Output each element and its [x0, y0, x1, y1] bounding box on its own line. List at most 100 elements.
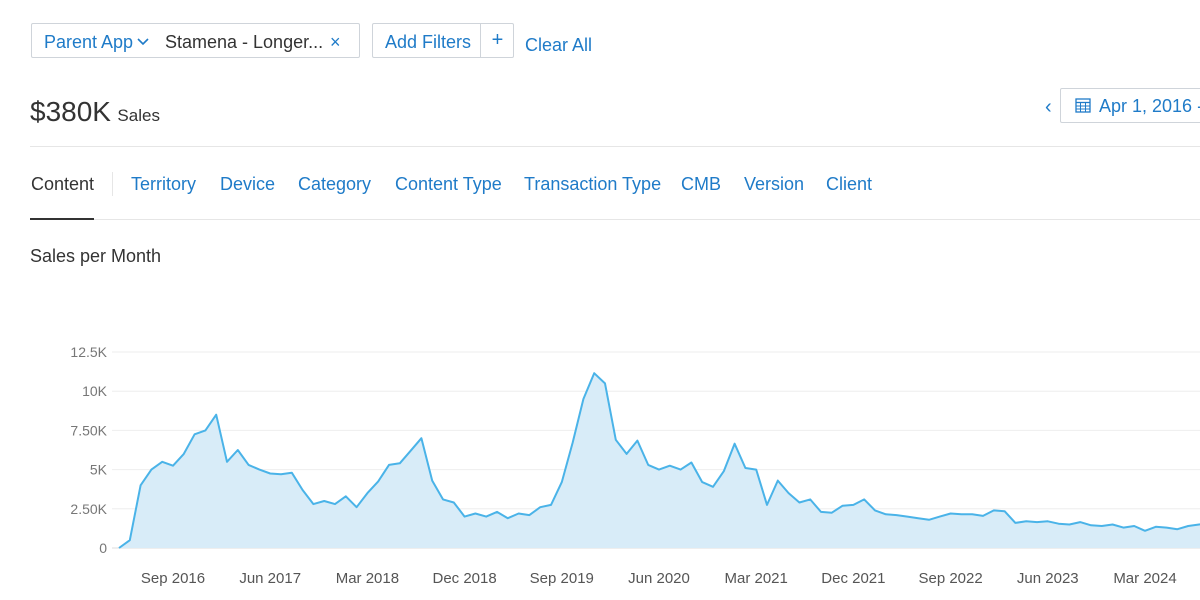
data-point[interactable] — [698, 478, 706, 486]
data-point[interactable] — [687, 459, 695, 467]
data-point[interactable] — [1033, 518, 1041, 526]
data-point[interactable] — [1152, 523, 1160, 531]
date-range-picker[interactable]: Apr 1, 2016 - — [1060, 88, 1200, 123]
data-point[interactable] — [234, 446, 242, 454]
data-point[interactable] — [752, 466, 760, 474]
data-point[interactable] — [817, 508, 825, 516]
filter-chip-key[interactable]: Parent App — [44, 32, 134, 52]
data-point[interactable] — [245, 461, 253, 469]
data-point[interactable] — [795, 499, 803, 507]
data-point[interactable] — [461, 513, 469, 521]
data-point[interactable] — [471, 510, 479, 518]
data-point[interactable] — [428, 477, 436, 485]
data-point[interactable] — [860, 495, 868, 503]
tab-content-type[interactable]: Content Type — [395, 174, 502, 194]
tab-version[interactable]: Version — [744, 174, 805, 194]
data-point[interactable] — [320, 497, 328, 505]
data-point[interactable] — [893, 511, 901, 519]
data-point[interactable] — [828, 509, 836, 517]
data-point[interactable] — [871, 506, 879, 514]
data-point[interactable] — [914, 514, 922, 522]
data-point[interactable] — [903, 513, 911, 521]
data-point[interactable] — [709, 483, 717, 491]
data-point[interactable] — [137, 481, 145, 489]
data-point[interactable] — [720, 467, 728, 475]
data-point[interactable] — [774, 477, 782, 485]
data-point[interactable] — [666, 462, 674, 470]
tab-category[interactable]: Category — [298, 174, 372, 194]
data-point[interactable] — [536, 503, 544, 511]
data-point[interactable] — [266, 470, 274, 478]
data-point[interactable] — [1173, 525, 1181, 533]
data-point[interactable] — [331, 500, 339, 508]
data-point[interactable] — [731, 440, 739, 448]
data-point[interactable] — [126, 536, 134, 544]
data-point[interactable] — [968, 510, 976, 518]
clear-all-link[interactable]: Clear All — [525, 35, 593, 55]
data-point[interactable] — [612, 436, 620, 444]
data-point[interactable] — [407, 447, 415, 455]
data-point[interactable] — [1011, 519, 1019, 527]
data-point[interactable] — [979, 512, 987, 520]
data-point[interactable] — [849, 501, 857, 509]
tab-client[interactable]: Client — [826, 174, 873, 194]
data-point[interactable] — [255, 466, 263, 474]
tab-transaction-type[interactable]: Transaction Type — [524, 174, 662, 194]
data-point[interactable] — [417, 434, 425, 442]
data-point[interactable] — [1044, 517, 1052, 525]
data-point[interactable] — [1076, 518, 1084, 526]
data-point[interactable] — [515, 510, 523, 518]
plus-icon[interactable]: + — [480, 24, 514, 57]
data-point[interactable] — [1119, 524, 1127, 532]
data-point[interactable] — [525, 511, 533, 519]
data-point[interactable] — [482, 513, 490, 521]
data-point[interactable] — [936, 513, 944, 521]
data-point[interactable] — [882, 510, 890, 518]
data-point[interactable] — [1065, 521, 1073, 529]
data-point[interactable] — [925, 516, 933, 524]
data-point[interactable] — [158, 458, 166, 466]
close-icon[interactable]: × — [330, 32, 341, 52]
data-point[interactable] — [201, 426, 209, 434]
data-point[interactable] — [115, 544, 123, 552]
data-point[interactable] — [579, 395, 587, 403]
data-point[interactable] — [763, 501, 771, 509]
data-point[interactable] — [601, 379, 609, 387]
tab-device[interactable]: Device — [220, 174, 276, 194]
date-range-label[interactable]: Apr 1, 2016 - — [1099, 96, 1200, 116]
data-point[interactable] — [450, 499, 458, 507]
data-point[interactable] — [180, 450, 188, 458]
data-point[interactable] — [947, 510, 955, 518]
data-point[interactable] — [644, 461, 652, 469]
data-point[interactable] — [288, 469, 296, 477]
data-point[interactable] — [990, 506, 998, 514]
data-point[interactable] — [147, 466, 155, 474]
data-point[interactable] — [1087, 521, 1095, 529]
data-point[interactable] — [785, 489, 793, 497]
data-point[interactable] — [957, 510, 965, 518]
data-point[interactable] — [169, 462, 177, 470]
add-filters-button[interactable]: Add Filters + — [372, 23, 514, 58]
data-point[interactable] — [1130, 522, 1138, 530]
data-point[interactable] — [655, 466, 663, 474]
data-point[interactable] — [439, 495, 447, 503]
data-point[interactable] — [299, 486, 307, 494]
data-point[interactable] — [385, 461, 393, 469]
data-point[interactable] — [1184, 522, 1192, 530]
data-point[interactable] — [1163, 524, 1171, 532]
data-point[interactable] — [677, 466, 685, 474]
data-point[interactable] — [342, 492, 350, 500]
data-point[interactable] — [558, 478, 566, 486]
data-point[interactable] — [1109, 521, 1117, 529]
data-point[interactable] — [839, 502, 847, 510]
data-point[interactable] — [590, 369, 598, 377]
tab-cmb[interactable]: CMB — [681, 174, 721, 194]
data-point[interactable] — [353, 503, 361, 511]
tab-territory[interactable]: Territory — [131, 174, 197, 194]
tab-content[interactable]: Content — [31, 174, 95, 194]
data-point[interactable] — [547, 501, 555, 509]
data-point[interactable] — [1022, 517, 1030, 525]
data-point[interactable] — [1098, 522, 1106, 530]
data-point[interactable] — [504, 514, 512, 522]
data-point[interactable] — [741, 464, 749, 472]
